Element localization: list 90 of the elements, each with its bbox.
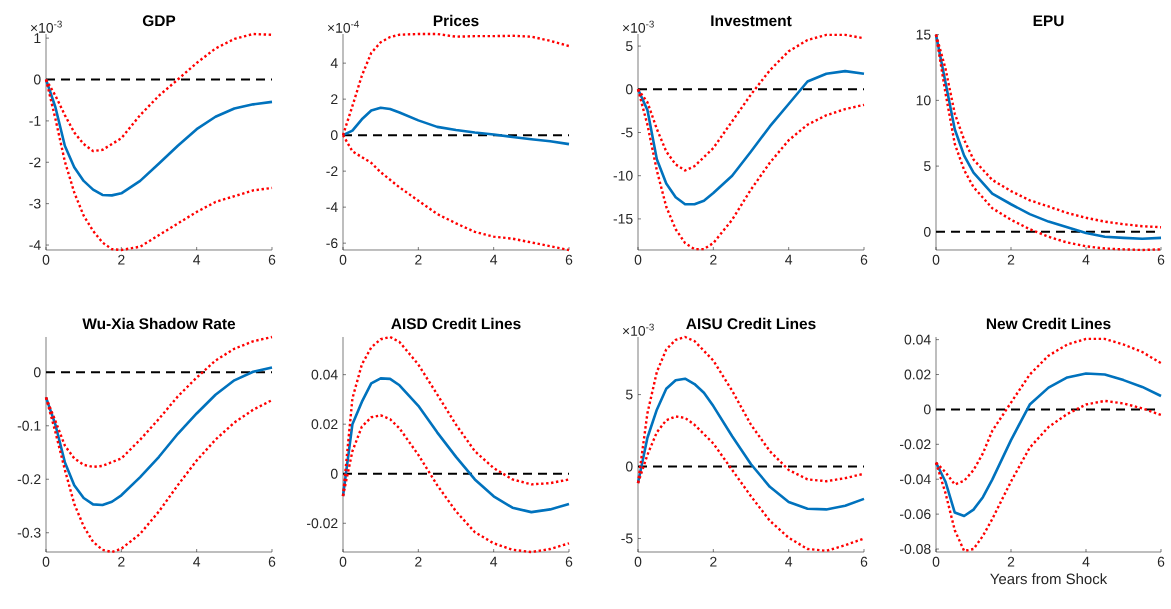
x-tick-label: 0 bbox=[42, 254, 50, 265]
text: ×10$^{-3}$ bbox=[622, 323, 654, 336]
x-tick-label: 0 bbox=[634, 254, 642, 265]
y-tick-label: 0 bbox=[625, 461, 633, 472]
y-tick-label: -0.2 bbox=[17, 474, 41, 485]
x-tick-label: 4 bbox=[1082, 556, 1090, 567]
y-tick-label: -0.06 bbox=[900, 509, 931, 520]
x-tick-label: 6 bbox=[565, 556, 573, 567]
x-tick-label: 2 bbox=[1007, 254, 1015, 265]
chart-title: Prices bbox=[433, 14, 479, 27]
y-tick-label: -0.02 bbox=[900, 439, 931, 450]
x-tick-label: 2 bbox=[415, 556, 422, 567]
y-tick-label: -0.04 bbox=[900, 474, 931, 485]
x-tick-label: 0 bbox=[339, 556, 347, 567]
y-tick-label: -0.02 bbox=[306, 518, 338, 529]
y-tick-label: -10 bbox=[613, 170, 633, 181]
y-tick-label: -0.1 bbox=[17, 420, 41, 431]
line-series bbox=[44, 366, 274, 507]
y-tick-label: -2 bbox=[29, 157, 41, 168]
x-axis-title: Years from Shock bbox=[990, 573, 1108, 585]
chart-title: AISU Credit Lines bbox=[686, 317, 816, 330]
x-tick-label: 2 bbox=[710, 254, 717, 265]
y-tick-label: 0.04 bbox=[311, 369, 338, 380]
line-series bbox=[636, 69, 866, 206]
y-tick-label: 0.02 bbox=[311, 419, 338, 430]
x-tick-label: 0 bbox=[932, 254, 940, 265]
line-series bbox=[341, 377, 571, 514]
y-tick-label: -4 bbox=[29, 240, 41, 250]
chart-title: Wu-Xia Shadow Rate bbox=[82, 317, 236, 330]
x-tick-label: 4 bbox=[785, 556, 793, 567]
x-tick-label: 2 bbox=[118, 556, 125, 567]
x-tick-label: 2 bbox=[118, 254, 125, 265]
y-tick-label: 0 bbox=[923, 404, 931, 415]
y-tick-label: -5 bbox=[621, 533, 633, 544]
x-tick-label: 0 bbox=[339, 254, 347, 265]
text: ×10$^{-3}$ bbox=[30, 20, 62, 33]
y-tick-label: 0 bbox=[330, 468, 338, 479]
line-series bbox=[636, 377, 866, 511]
text: ×10$^{-3}$ bbox=[622, 20, 654, 33]
y-tick-label: -0.08 bbox=[900, 544, 931, 554]
y-tick-label: -0.3 bbox=[17, 527, 41, 538]
x-tick-label: 0 bbox=[42, 556, 50, 567]
x-tick-label: 2 bbox=[1007, 556, 1015, 567]
chart-title: New Credit Lines bbox=[986, 317, 1111, 330]
line-series bbox=[341, 106, 571, 146]
x-tick-label: 0 bbox=[634, 556, 642, 567]
y-tick-label: 2 bbox=[331, 94, 338, 105]
y-tick-label: 0 bbox=[330, 130, 338, 141]
y-tick-label: 5 bbox=[625, 389, 633, 400]
x-tick-label: 2 bbox=[415, 254, 422, 265]
x-tick-label: 4 bbox=[1082, 254, 1090, 265]
x-tick-label: 6 bbox=[860, 556, 868, 567]
y-tick-label: -3 bbox=[29, 198, 41, 209]
x-tick-label: 4 bbox=[193, 556, 201, 567]
chart-title: EPU bbox=[1033, 15, 1064, 27]
chart-title: AISD Credit Lines bbox=[391, 317, 521, 330]
chart-title: GDP bbox=[142, 15, 176, 27]
x-tick-label: 0 bbox=[932, 556, 940, 567]
y-tick-label: -5 bbox=[621, 127, 633, 138]
x-tick-label: 4 bbox=[490, 254, 498, 265]
y-tick-label: -1 bbox=[29, 116, 41, 126]
y-tick-label: 4 bbox=[330, 58, 338, 68]
x-tick-label: 6 bbox=[1157, 254, 1165, 265]
y-tick-label: 0 bbox=[33, 74, 41, 85]
x-tick-label: 4 bbox=[785, 254, 793, 265]
x-tick-label: 4 bbox=[490, 556, 498, 567]
y-tick-label: -4 bbox=[326, 202, 338, 212]
x-tick-label: 6 bbox=[860, 254, 868, 265]
y-tick-label: -6 bbox=[326, 238, 338, 249]
x-tick-label: 6 bbox=[268, 254, 276, 265]
y-tick-label: 0.02 bbox=[904, 369, 931, 380]
y-tick-label: 0.04 bbox=[904, 334, 931, 345]
y-tick-label: 0 bbox=[625, 84, 633, 95]
y-tick-label: 5 bbox=[923, 161, 931, 171]
x-tick-label: 6 bbox=[268, 556, 276, 567]
x-tick-label: 6 bbox=[1157, 556, 1165, 567]
y-tick-label: 1 bbox=[34, 33, 41, 43]
y-tick-label: 15 bbox=[916, 29, 931, 40]
text: ×10$^{-4}$ bbox=[327, 20, 360, 33]
y-tick-label: 0 bbox=[923, 226, 931, 237]
y-tick-label: 0 bbox=[33, 367, 41, 378]
y-tick-label: -2 bbox=[326, 166, 338, 177]
x-tick-label: 2 bbox=[710, 556, 717, 567]
y-tick-label: 10 bbox=[916, 95, 931, 106]
y-tick-label: 5 bbox=[625, 41, 633, 51]
chart-title: Investment bbox=[711, 15, 792, 27]
x-tick-label: 4 bbox=[193, 254, 201, 265]
x-tick-label: 6 bbox=[565, 254, 573, 265]
line-series bbox=[934, 372, 1163, 518]
y-tick-label: -15 bbox=[613, 214, 633, 224]
